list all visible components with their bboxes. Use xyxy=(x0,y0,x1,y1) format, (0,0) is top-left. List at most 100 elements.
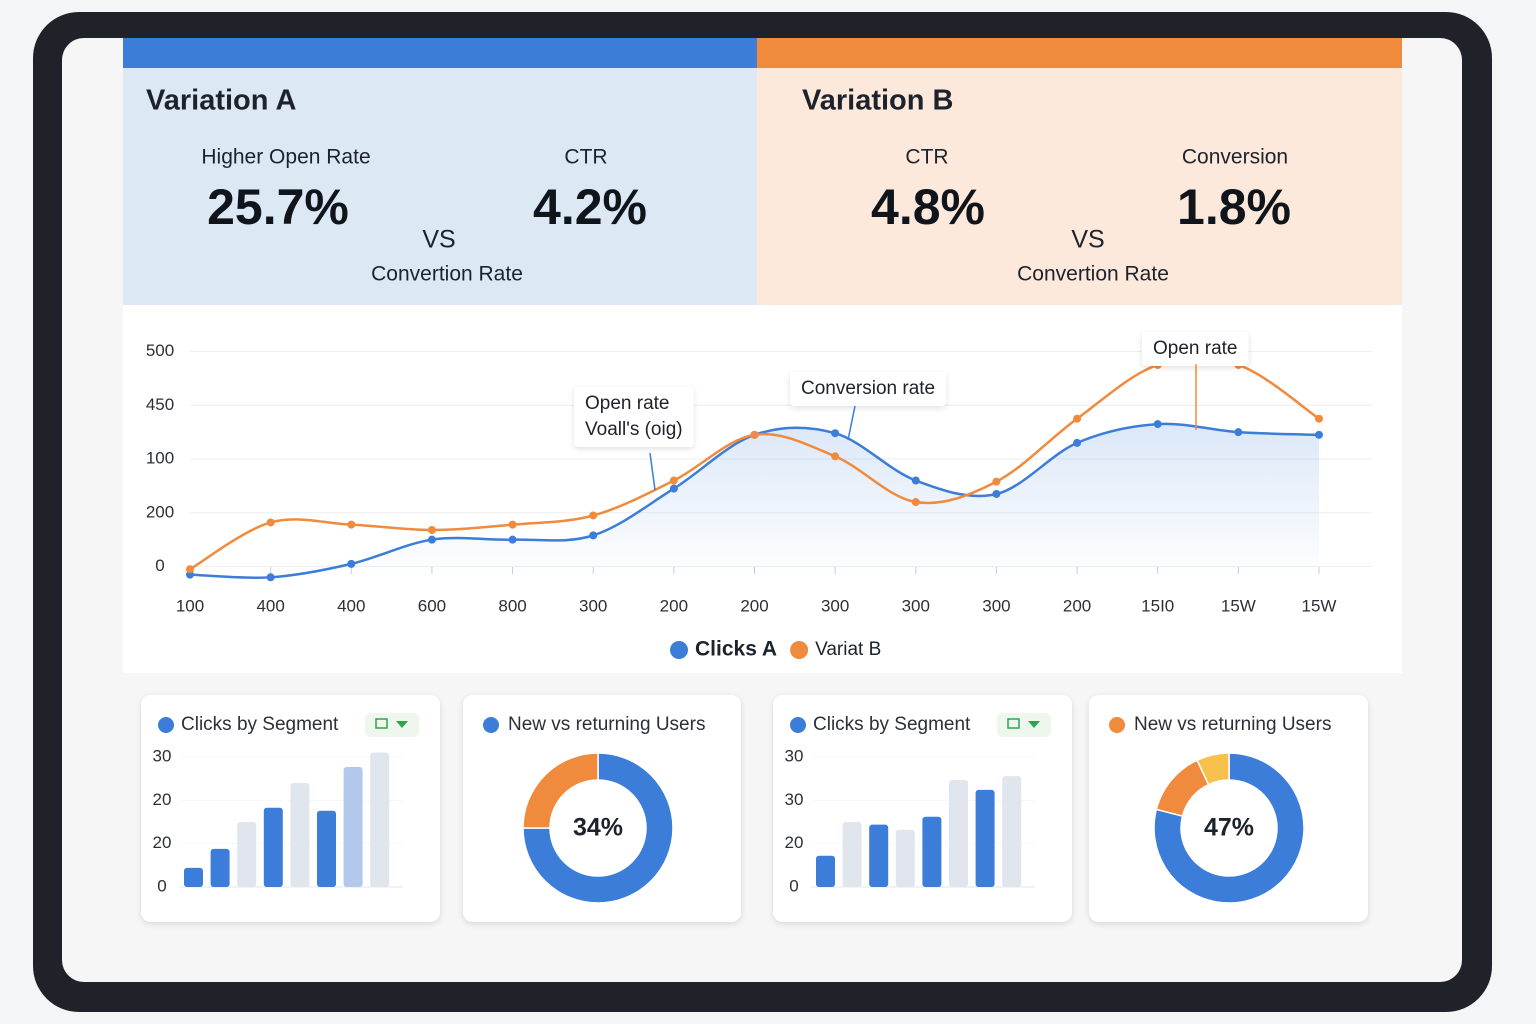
point xyxy=(427,535,436,544)
x-tick-label: 300 xyxy=(579,596,607,615)
filter-caret xyxy=(396,721,408,728)
bar xyxy=(842,822,862,887)
bar xyxy=(949,779,968,887)
point xyxy=(186,565,194,574)
annotation-box xyxy=(1142,332,1249,366)
point xyxy=(347,559,356,568)
card-title: New vs returning Users xyxy=(508,714,705,735)
x-tick-label: 15W xyxy=(1221,596,1256,615)
metric-label: CTR xyxy=(905,146,948,169)
annotation-text: Open rate xyxy=(1153,338,1238,359)
y-tick-label: 20 xyxy=(785,833,804,852)
title-dot xyxy=(483,717,499,733)
y-tick-label: 30 xyxy=(153,746,172,765)
donut-center-label: 34% xyxy=(573,814,623,842)
y-tick-label: 0 xyxy=(155,556,164,575)
panel-a-bar xyxy=(123,38,757,68)
x-tick-label: 400 xyxy=(256,596,284,615)
x-tick-label: 200 xyxy=(1063,596,1091,615)
annotation-box xyxy=(790,372,947,406)
bar xyxy=(1002,776,1022,887)
point xyxy=(1234,428,1243,437)
bar xyxy=(895,829,915,887)
x-tick-label: 200 xyxy=(740,596,768,615)
point xyxy=(992,489,1001,498)
bar xyxy=(869,824,889,887)
bar xyxy=(922,816,942,887)
donut-center-label: 47% xyxy=(1204,814,1254,842)
point xyxy=(508,535,517,544)
point xyxy=(831,429,840,438)
y-tick-label: 0 xyxy=(157,876,166,895)
x-tick-label: 300 xyxy=(982,596,1010,615)
title-dot xyxy=(1109,717,1125,733)
x-tick-label: 400 xyxy=(337,596,365,615)
bar xyxy=(343,766,363,887)
bar xyxy=(370,752,390,887)
point xyxy=(831,452,840,461)
bar xyxy=(290,783,310,887)
vs-label: VS xyxy=(422,226,455,254)
metric-label: Higher Open Rate xyxy=(201,146,370,169)
point xyxy=(911,498,920,507)
point xyxy=(1153,420,1162,429)
metric-value: 4.8% xyxy=(871,179,985,235)
panel-b xyxy=(757,38,1402,305)
legend-swatch xyxy=(790,641,809,659)
y-tick-label: 30 xyxy=(785,790,804,809)
y-tick-label: 100 xyxy=(146,449,174,468)
card-title: Clicks by Segment xyxy=(813,714,971,735)
panel-b-bar xyxy=(757,38,1402,68)
x-tick-label: 300 xyxy=(902,596,930,615)
panel-a xyxy=(123,38,757,305)
panel-footer: Convertion Rate xyxy=(1017,263,1169,286)
title-dot xyxy=(790,717,806,733)
x-tick-label: 100 xyxy=(176,596,204,615)
point xyxy=(266,573,275,582)
bar xyxy=(237,822,257,887)
point xyxy=(347,520,356,529)
point xyxy=(427,526,436,534)
point xyxy=(1073,438,1082,447)
panel-title: Variation B xyxy=(802,85,954,117)
y-tick-label: 500 xyxy=(146,341,174,360)
point xyxy=(992,477,1001,486)
x-tick-label: 200 xyxy=(660,596,688,615)
bar xyxy=(816,855,835,887)
legend-swatch xyxy=(670,641,688,659)
annotation-text: Voall's (oig) xyxy=(585,419,683,440)
y-tick-label: 200 xyxy=(146,502,174,521)
point xyxy=(750,430,759,439)
card xyxy=(1089,695,1368,922)
line xyxy=(189,356,1320,571)
x-tick-label: 15I0 xyxy=(1141,596,1174,615)
point xyxy=(589,511,598,520)
donut-slice xyxy=(522,752,674,904)
point xyxy=(589,531,598,540)
metric-label: Conversion xyxy=(1182,146,1288,169)
point xyxy=(1315,414,1323,423)
legend-label: Clicks A xyxy=(695,638,777,661)
annotation-box xyxy=(574,387,694,447)
filter-caret xyxy=(1028,721,1040,728)
area xyxy=(190,423,1319,580)
y-tick-label: 450 xyxy=(146,395,174,414)
x-tick-label: 600 xyxy=(418,596,446,615)
panel-footer: Convertion Rate xyxy=(371,263,523,286)
filter-button xyxy=(997,713,1051,737)
x-tick-label: 800 xyxy=(498,596,526,615)
metric-value: 1.8% xyxy=(1177,179,1291,235)
y-tick-label: 20 xyxy=(153,790,172,809)
donut-slice xyxy=(522,752,599,829)
metric-value: 25.7% xyxy=(207,179,349,235)
y-tick-label: 20 xyxy=(153,833,172,852)
point xyxy=(508,520,517,529)
annotation-text: Conversion rate xyxy=(801,378,935,399)
donut-slice xyxy=(1153,752,1305,904)
annotation-leader xyxy=(847,405,856,441)
x-tick-label: 300 xyxy=(821,596,849,615)
bar xyxy=(210,848,230,887)
bar xyxy=(975,789,995,887)
point xyxy=(669,476,678,485)
